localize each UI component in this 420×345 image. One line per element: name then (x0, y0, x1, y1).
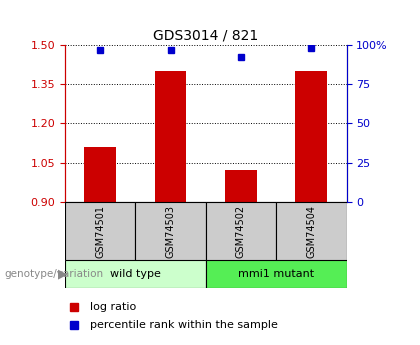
Text: percentile rank within the sample: percentile rank within the sample (90, 320, 278, 330)
Text: GSM74503: GSM74503 (165, 205, 176, 258)
Text: mmi1 mutant: mmi1 mutant (238, 269, 314, 279)
Text: GSM74504: GSM74504 (306, 205, 316, 258)
Bar (206, 202, 276, 260)
Text: GSM74501: GSM74501 (95, 205, 105, 258)
Bar (155, 71, 186, 202)
Bar (65, 260, 206, 288)
Bar (84, 147, 116, 202)
Title: GDS3014 / 821: GDS3014 / 821 (153, 28, 258, 42)
Text: ▶: ▶ (58, 268, 68, 281)
Text: genotype/variation: genotype/variation (4, 269, 103, 279)
Bar (135, 202, 206, 260)
Bar (296, 71, 327, 202)
Bar (276, 202, 346, 260)
Bar (206, 260, 346, 288)
Text: log ratio: log ratio (90, 302, 136, 312)
Text: GSM74502: GSM74502 (236, 205, 246, 258)
Text: wild type: wild type (110, 269, 161, 279)
Bar (65, 202, 135, 260)
Bar (225, 170, 257, 202)
